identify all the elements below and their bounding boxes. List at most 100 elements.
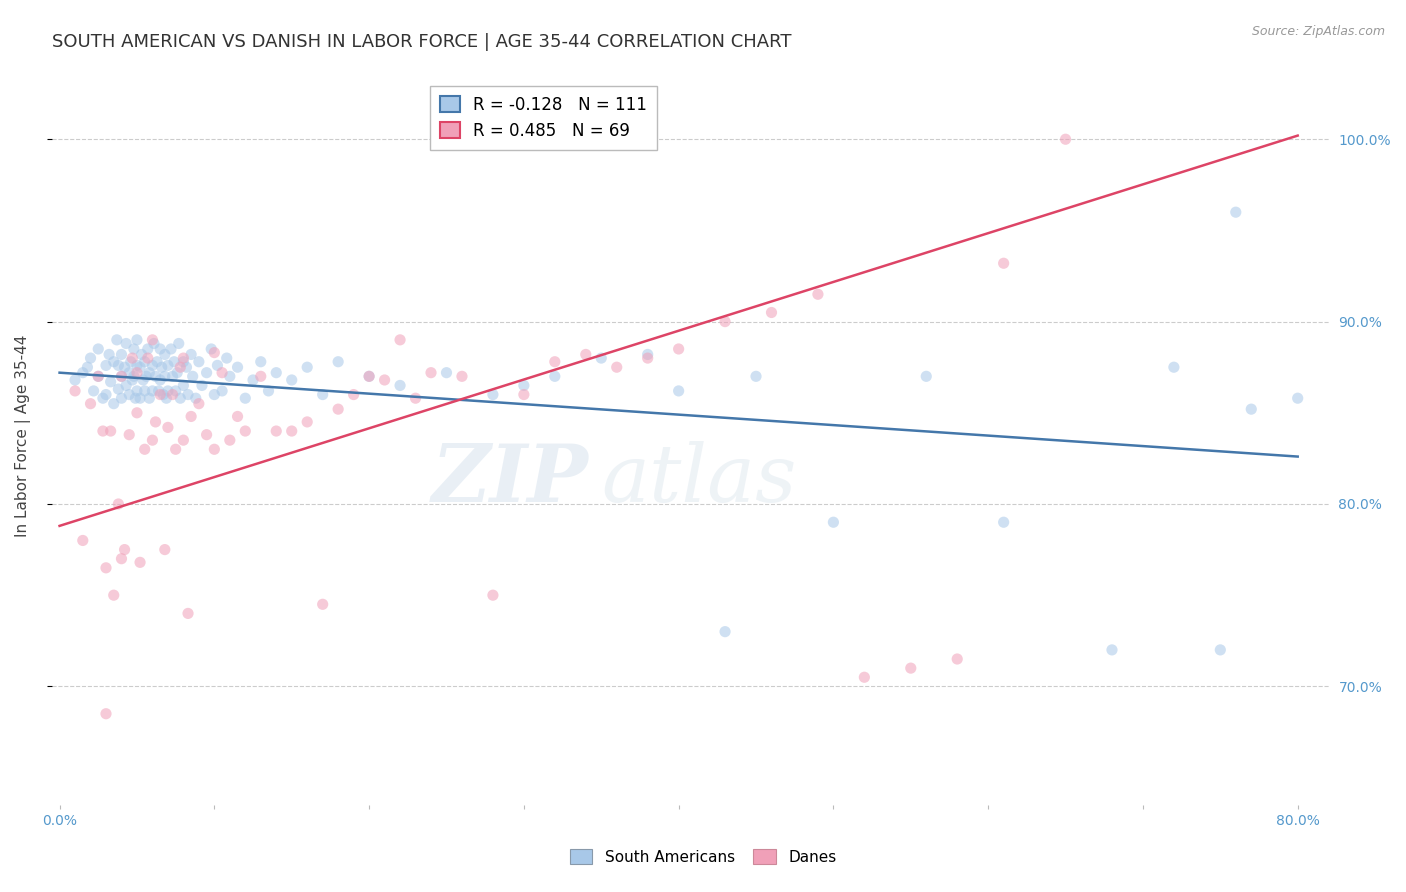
Point [79, 351, 101, 365]
Point [134, 442, 156, 457]
Point [328, 402, 350, 417]
Point [249, 355, 271, 369]
Point [513, 387, 536, 401]
Point [242, 373, 264, 387]
Point [249, 369, 271, 384]
Point [115, 336, 138, 351]
Point [311, 387, 333, 401]
Point [122, 342, 145, 356]
Point [226, 409, 249, 424]
Point [900, 661, 922, 675]
Point [180, 409, 202, 424]
Point [141, 384, 163, 398]
Point [103, 355, 125, 369]
Point [125, 366, 148, 380]
Point [145, 415, 167, 429]
Point [207, 359, 229, 373]
Point [149, 387, 172, 401]
Point [129, 360, 152, 375]
Point [87, 342, 110, 356]
Point [134, 355, 156, 369]
Point [91, 391, 114, 405]
Point [103, 397, 125, 411]
Point [156, 384, 179, 398]
Point [134, 384, 156, 398]
Point [135, 369, 157, 384]
Point [184, 391, 207, 405]
Point [233, 424, 256, 438]
Point [125, 406, 148, 420]
Point [807, 287, 830, 301]
Point [200, 342, 222, 356]
Point [118, 387, 141, 401]
Point [163, 355, 186, 369]
Point [103, 588, 125, 602]
Point [169, 391, 191, 405]
Point [145, 369, 167, 384]
Point [120, 355, 142, 369]
Point [110, 551, 132, 566]
Point [131, 347, 153, 361]
Point [155, 391, 177, 405]
Point [359, 369, 381, 384]
Legend: R = -0.128   N = 111, R = 0.485   N = 69: R = -0.128 N = 111, R = 0.485 N = 69 [430, 86, 657, 150]
Point [153, 542, 176, 557]
Point [114, 360, 136, 375]
Point [257, 384, 280, 398]
Point [668, 342, 690, 356]
Point [100, 375, 122, 389]
Point [591, 351, 613, 365]
Point [482, 387, 505, 401]
Point [180, 347, 202, 361]
Point [110, 369, 132, 384]
Point [153, 347, 176, 361]
Point [143, 336, 166, 351]
Point [343, 387, 366, 401]
Point [148, 384, 170, 398]
Point [993, 256, 1015, 270]
Text: SOUTH AMERICAN VS DANISH IN LABOR FORCE | AGE 35-44 CORRELATION CHART: SOUTH AMERICAN VS DANISH IN LABOR FORCE … [52, 33, 792, 51]
Point [1101, 643, 1123, 657]
Point [94, 706, 117, 721]
Point [165, 384, 187, 398]
Point [295, 415, 318, 429]
Point [162, 387, 184, 401]
Point [280, 424, 302, 438]
Point [166, 366, 188, 380]
Point [141, 333, 163, 347]
Point [160, 342, 183, 356]
Point [110, 347, 132, 361]
Point [129, 555, 152, 569]
Point [264, 366, 287, 380]
Point [87, 369, 110, 384]
Point [72, 533, 94, 548]
Point [295, 360, 318, 375]
Point [72, 366, 94, 380]
Point [187, 355, 209, 369]
Point [202, 387, 225, 401]
Point [195, 366, 218, 380]
Point [110, 391, 132, 405]
Point [156, 359, 179, 373]
Point [177, 607, 200, 621]
Point [138, 366, 160, 380]
Point [124, 391, 146, 405]
Point [328, 355, 350, 369]
Point [141, 433, 163, 447]
Point [76, 360, 98, 375]
Point [110, 369, 132, 384]
Point [215, 351, 238, 365]
Point [436, 366, 458, 380]
Point [202, 442, 225, 457]
Point [211, 366, 233, 380]
Point [668, 384, 690, 398]
Point [172, 351, 194, 365]
Point [167, 336, 190, 351]
Point [823, 515, 845, 529]
Point [94, 561, 117, 575]
Point [63, 384, 86, 398]
Point [606, 360, 628, 375]
Point [482, 588, 505, 602]
Text: ZIP: ZIP [432, 442, 588, 518]
Point [513, 378, 536, 392]
